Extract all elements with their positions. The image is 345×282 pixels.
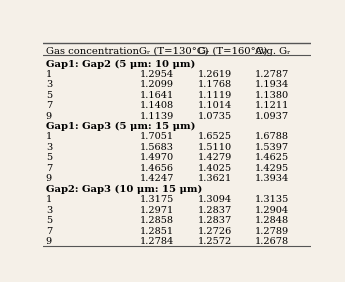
Text: 1.2784: 1.2784: [139, 237, 174, 246]
Text: 1.1119: 1.1119: [198, 91, 233, 100]
Text: Gap1: Gap3 (5 μm: 15 μm): Gap1: Gap3 (5 μm: 15 μm): [46, 122, 195, 131]
Text: 1.4625: 1.4625: [254, 153, 288, 162]
Text: 1.1768: 1.1768: [198, 80, 232, 89]
Text: 1.1408: 1.1408: [139, 101, 174, 110]
Text: 1.7051: 1.7051: [139, 133, 174, 142]
Text: 1.3175: 1.3175: [139, 195, 174, 204]
Text: 1.2099: 1.2099: [139, 80, 174, 89]
Text: 1.5110: 1.5110: [198, 143, 232, 152]
Text: 1.2787: 1.2787: [254, 70, 289, 79]
Text: 1.2837: 1.2837: [198, 206, 233, 215]
Text: 1.2789: 1.2789: [254, 227, 288, 236]
Text: 9: 9: [46, 111, 52, 120]
Text: 1.3135: 1.3135: [254, 195, 289, 204]
Text: 1.1641: 1.1641: [139, 91, 174, 100]
Text: 1.2851: 1.2851: [139, 227, 174, 236]
Text: 1.0937: 1.0937: [254, 111, 288, 120]
Text: 1: 1: [46, 133, 52, 142]
Text: 1.4656: 1.4656: [139, 164, 174, 173]
Text: 1.5397: 1.5397: [254, 143, 288, 152]
Text: Gap1: Gap2 (5 μm: 10 μm): Gap1: Gap2 (5 μm: 10 μm): [46, 60, 195, 69]
Text: Avg. Gᵣ: Avg. Gᵣ: [254, 47, 291, 56]
Text: 1.1014: 1.1014: [198, 101, 233, 110]
Text: 1.6788: 1.6788: [254, 133, 288, 142]
Text: 5: 5: [46, 216, 52, 225]
Text: 1.4970: 1.4970: [139, 153, 174, 162]
Text: 1.2904: 1.2904: [254, 206, 288, 215]
Text: 3: 3: [46, 206, 52, 215]
Text: 1.4025: 1.4025: [198, 164, 232, 173]
Text: 1.1380: 1.1380: [254, 91, 288, 100]
Text: Gᵣ (T=130°C): Gᵣ (T=130°C): [139, 47, 209, 56]
Text: 9: 9: [46, 174, 52, 183]
Text: 1.2837: 1.2837: [198, 216, 233, 225]
Text: 1.2678: 1.2678: [254, 237, 288, 246]
Text: 1: 1: [46, 195, 52, 204]
Text: Gᵣ (T=160°C): Gᵣ (T=160°C): [198, 47, 268, 56]
Text: 7: 7: [46, 164, 52, 173]
Text: Gas concentration: Gas concentration: [46, 47, 139, 56]
Text: 1.2858: 1.2858: [139, 216, 174, 225]
Text: 9: 9: [46, 237, 52, 246]
Text: 3: 3: [46, 80, 52, 89]
Text: 1.2971: 1.2971: [139, 206, 174, 215]
Text: 1.5683: 1.5683: [139, 143, 174, 152]
Text: 1.2954: 1.2954: [139, 70, 174, 79]
Text: 1: 1: [46, 70, 52, 79]
Text: 1.6525: 1.6525: [198, 133, 232, 142]
Text: 1.3621: 1.3621: [198, 174, 233, 183]
Text: 1.2619: 1.2619: [198, 70, 232, 79]
Text: 1.4295: 1.4295: [254, 164, 288, 173]
Text: 1.2726: 1.2726: [198, 227, 233, 236]
Text: 1.4247: 1.4247: [139, 174, 174, 183]
Text: 1.3094: 1.3094: [198, 195, 232, 204]
Text: 1.1934: 1.1934: [254, 80, 289, 89]
Text: 1.2848: 1.2848: [254, 216, 288, 225]
Text: 5: 5: [46, 153, 52, 162]
Text: 1.1211: 1.1211: [254, 101, 289, 110]
Text: 7: 7: [46, 227, 52, 236]
Text: 1.1139: 1.1139: [139, 111, 174, 120]
Text: 1.3934: 1.3934: [254, 174, 289, 183]
Text: 1.0735: 1.0735: [198, 111, 232, 120]
Text: Gap2: Gap3 (10 μm: 15 μm): Gap2: Gap3 (10 μm: 15 μm): [46, 185, 202, 194]
Text: 1.4279: 1.4279: [198, 153, 233, 162]
Text: 5: 5: [46, 91, 52, 100]
Text: 3: 3: [46, 143, 52, 152]
Text: 1.2572: 1.2572: [198, 237, 233, 246]
Text: 7: 7: [46, 101, 52, 110]
